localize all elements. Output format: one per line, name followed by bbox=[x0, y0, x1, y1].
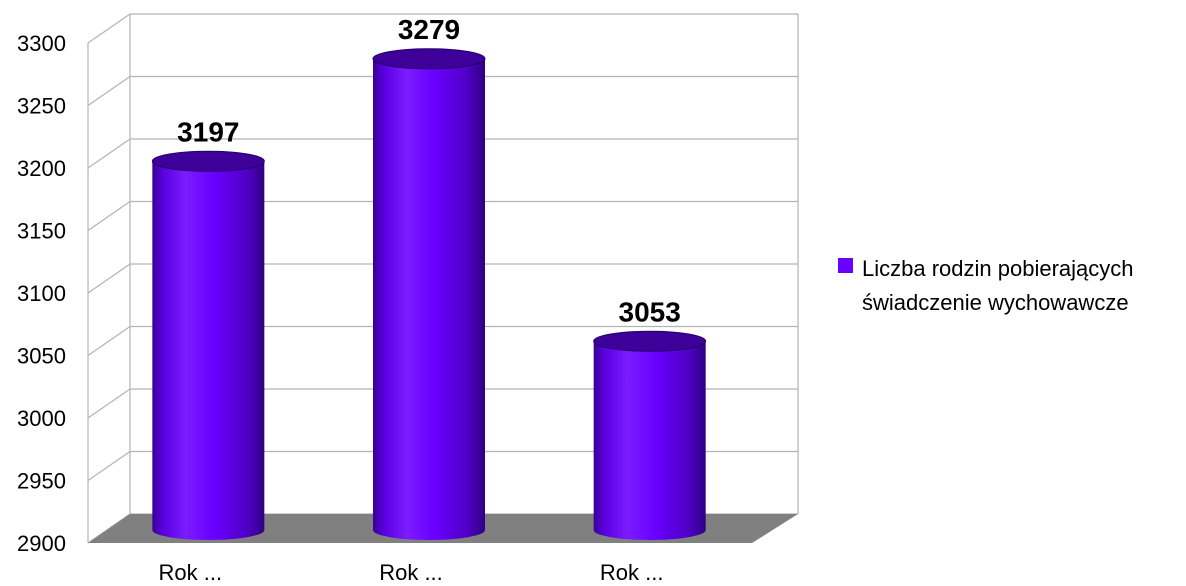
bar-body bbox=[373, 58, 485, 540]
y-tick-label: 2950 bbox=[17, 469, 66, 494]
bar-top bbox=[593, 330, 707, 352]
data-label: 3279 bbox=[398, 14, 460, 45]
side-gridline bbox=[87, 76, 131, 106]
y-tick-label: 3300 bbox=[17, 31, 66, 56]
bar-body bbox=[593, 341, 706, 540]
side-gridline bbox=[87, 201, 131, 231]
y-tick-label: 3150 bbox=[17, 219, 66, 244]
side-gridline bbox=[87, 388, 131, 419]
y-tick-label: 3000 bbox=[17, 406, 66, 431]
bar-top bbox=[372, 48, 486, 70]
data-label: 3053 bbox=[619, 296, 681, 327]
legend-label-line-2: świadczenie wychowawcze bbox=[862, 290, 1129, 315]
x-axis-tick-labels: Rok ... Rok ... Rok ... bbox=[159, 560, 664, 585]
x-tick-label: Rok ... bbox=[159, 560, 223, 585]
data-labels: 3197 3279 3053 bbox=[177, 14, 681, 328]
x-tick-label: Rok ... bbox=[379, 560, 443, 585]
y-tick-label: 3250 bbox=[17, 94, 66, 119]
side-gridline bbox=[87, 13, 131, 44]
bar bbox=[593, 330, 707, 540]
legend: Liczba rodzin pobierających świadczenie … bbox=[838, 256, 1134, 315]
side-gridline bbox=[87, 138, 131, 169]
y-axis-tick-labels: 2900 2950 3000 3050 3100 3150 3200 3250 3300 bbox=[17, 31, 66, 556]
bar-body bbox=[152, 161, 265, 540]
y-tick-label: 3200 bbox=[17, 156, 66, 181]
bars bbox=[151, 48, 707, 540]
bar bbox=[151, 150, 265, 540]
x-tick-label: Rok ... bbox=[600, 560, 664, 585]
side-gridline bbox=[87, 451, 131, 481]
data-label: 3197 bbox=[177, 116, 239, 147]
legend-swatch bbox=[838, 258, 853, 273]
y-tick-label: 3050 bbox=[17, 344, 66, 369]
y-tick-label: 3100 bbox=[17, 281, 66, 306]
legend-label-line-1: Liczba rodzin pobierających bbox=[862, 256, 1134, 281]
bar bbox=[372, 48, 486, 540]
y-tick-label: 2900 bbox=[17, 531, 66, 556]
side-gridline bbox=[87, 326, 131, 356]
bar-top bbox=[151, 150, 265, 172]
side-gridline bbox=[87, 263, 131, 294]
